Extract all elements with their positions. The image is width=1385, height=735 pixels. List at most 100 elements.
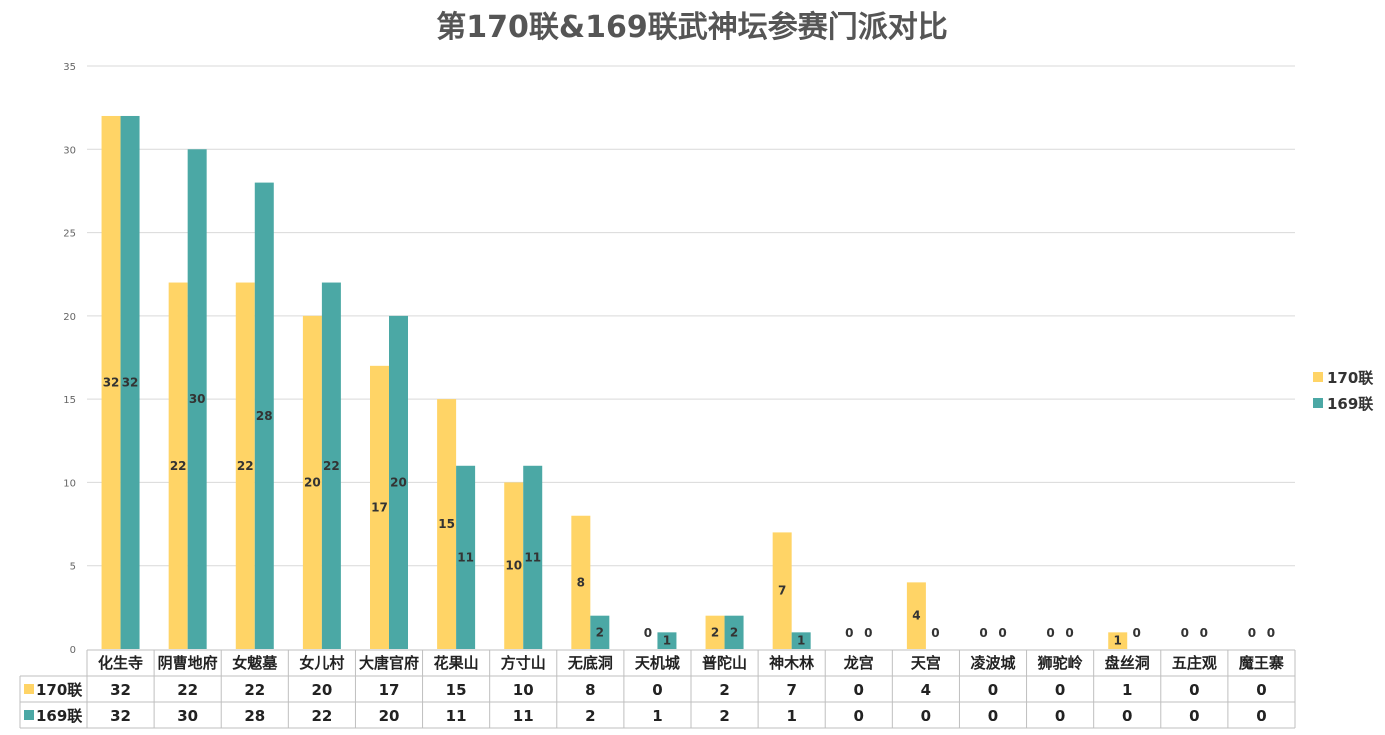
category-label: 女魃墓 (232, 654, 278, 672)
data-table: 化生寺 阴曹地府 女魃墓 女儿村 大唐官府 花果山 方寸山 无底洞 天机城 普陀山 神木林 龙宫 天宫 凌… (19, 649, 1296, 729)
table-cell: 11 (446, 707, 467, 725)
category-label: 化生寺 (98, 654, 143, 672)
data-label: 11 (524, 550, 541, 564)
y-tick-label: 0 (70, 645, 76, 656)
table-cell: 15 (446, 681, 467, 699)
data-label: 1 (797, 634, 805, 648)
data-label: 22 (170, 459, 187, 473)
data-label: 32 (122, 375, 139, 389)
table-cell: 7 (786, 681, 796, 699)
row-swatch (24, 710, 34, 720)
category-label: 盘丝洞 (1105, 654, 1150, 672)
table-cell: 2 (719, 681, 729, 699)
table-cell: 0 (854, 707, 864, 725)
category-label: 狮驼岭 (1037, 654, 1083, 672)
category-label: 天机城 (635, 654, 680, 672)
table-cell: 4 (921, 681, 931, 699)
data-label: 7 (778, 584, 786, 598)
data-label: 2 (730, 625, 738, 639)
legend-label: 170联 (1327, 369, 1374, 387)
data-label: 32 (103, 375, 120, 389)
table-cell: 0 (1189, 707, 1199, 725)
table-cell: 10 (513, 681, 534, 699)
gridlines (87, 65, 1295, 567)
table-cell: 0 (1055, 707, 1065, 725)
data-label: 0 (864, 626, 872, 640)
row-header: 169联 (36, 707, 83, 725)
data-label: 0 (1046, 626, 1054, 640)
bar-170 (906, 582, 926, 649)
y-tick-label: 25 (63, 229, 76, 240)
data-label: 22 (237, 459, 254, 473)
bar-170 (168, 282, 188, 649)
data-label: 4 (912, 609, 920, 623)
data-label: 20 (390, 475, 407, 489)
y-tick-label: 30 (63, 145, 76, 156)
table-cell: 1 (786, 707, 796, 725)
y-axis: 0 5 10 15 20 25 30 35 (63, 62, 76, 656)
data-label: 8 (577, 575, 585, 589)
table-cell: 0 (1122, 707, 1132, 725)
data-label: 0 (1065, 626, 1073, 640)
bar-169 (187, 149, 207, 650)
data-label: 20 (304, 475, 321, 489)
table-cell: 32 (110, 707, 131, 725)
bar-169 (254, 182, 274, 649)
data-label: 15 (438, 517, 455, 531)
chart-title: 第170联&169联武神坛参赛门派对比 (436, 10, 947, 45)
data-label: 0 (998, 626, 1006, 640)
data-label: 30 (189, 392, 206, 406)
category-label: 五庄观 (1172, 654, 1217, 672)
category-label: 女儿村 (299, 654, 344, 672)
bar-169 (657, 632, 677, 649)
bar-170 (437, 399, 457, 649)
bar-169 (523, 465, 543, 649)
data-label: 1 (1114, 634, 1122, 648)
data-label: 2 (711, 625, 719, 639)
category-label: 花果山 (434, 654, 479, 672)
category-label: 阴曹地府 (158, 654, 218, 672)
bar-170 (101, 115, 121, 649)
row-swatch (24, 684, 34, 694)
bar-170 (705, 615, 725, 649)
table-cell: 28 (244, 707, 265, 725)
data-label: 0 (1200, 626, 1208, 640)
table-cell: 8 (585, 681, 595, 699)
bar-170 (772, 532, 792, 649)
bar-170 (504, 482, 524, 649)
table-cell: 20 (311, 681, 332, 699)
bar-169 (724, 615, 744, 649)
y-tick-label: 35 (63, 62, 76, 73)
bar-169 (389, 315, 408, 649)
bar-169 (456, 465, 476, 649)
table-cell: 22 (177, 681, 198, 699)
data-label: 2 (596, 625, 604, 639)
row-header: 170联 (36, 681, 83, 699)
category-label: 魔王寨 (1239, 654, 1284, 672)
table-cell: 22 (244, 681, 265, 699)
table-cell: 2 (719, 707, 729, 725)
table-cell: 20 (379, 707, 400, 725)
data-label: 17 (371, 500, 388, 514)
bar-170 (370, 365, 389, 649)
table-cell: 11 (513, 707, 534, 725)
category-label: 神木林 (769, 654, 815, 672)
table-cell: 17 (379, 681, 400, 699)
category-label: 方寸山 (501, 654, 546, 672)
bar-170 (235, 282, 255, 649)
table-cell: 2 (585, 707, 595, 725)
table-cell: 0 (1256, 707, 1266, 725)
category-label: 凌波城 (970, 654, 1015, 672)
table-cell: 1 (1122, 681, 1132, 699)
table-cell: 0 (921, 707, 931, 725)
legend-swatch (1313, 398, 1323, 408)
data-label: 0 (1248, 626, 1256, 640)
bars (101, 115, 1128, 650)
table-cell: 0 (652, 681, 662, 699)
data-label: 1 (663, 634, 671, 648)
bar-169 (321, 282, 341, 649)
category-label: 龙宫 (843, 654, 874, 672)
category-label: 普陀山 (702, 654, 747, 672)
